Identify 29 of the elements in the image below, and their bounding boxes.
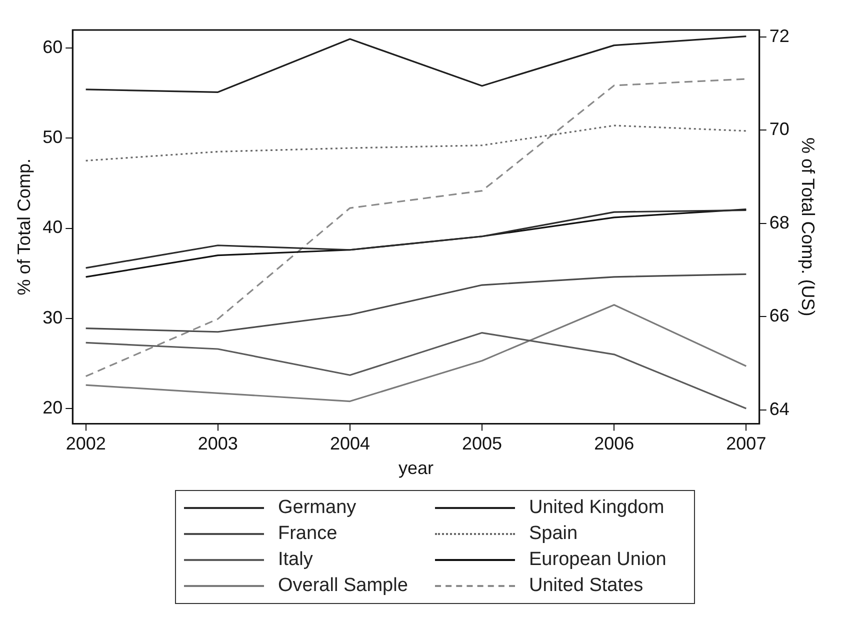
x-tick-label: 2007	[726, 434, 766, 454]
legend-label: France	[278, 523, 338, 545]
y2-tick-label: 66	[769, 306, 790, 326]
legend-label: Germany	[278, 497, 356, 519]
x-axis-title: year	[398, 458, 434, 478]
x-tick-label: 2002	[66, 434, 106, 454]
y-axis-title: % of Total Comp.	[14, 158, 34, 296]
y2-tick-label: 64	[769, 398, 790, 419]
legend-label: European Union	[529, 549, 666, 571]
y-tick-label: 30	[42, 307, 63, 328]
legend-label: United States	[529, 575, 644, 597]
y2-tick-label: 68	[769, 212, 790, 232]
line-series	[85, 124, 747, 162]
y2-axis-title: % of Total Comp. (US)	[798, 138, 818, 316]
x-tick-label: 2003	[198, 434, 238, 454]
line-series	[85, 78, 747, 378]
y-tick-label: 50	[42, 127, 63, 148]
x-tick-label: 2004	[330, 434, 370, 454]
x-tick-label: 2006	[594, 434, 634, 454]
x-tick-label: 2005	[462, 434, 502, 454]
legend-label: Italy	[278, 549, 313, 571]
legend-label: United Kingdom	[529, 497, 664, 519]
y2-tick-label: 72	[769, 26, 790, 46]
y2-tick-label: 70	[769, 119, 790, 140]
legend-label: Spain	[529, 523, 578, 545]
y-tick-label: 20	[42, 397, 63, 418]
y-tick-label: 60	[42, 36, 63, 57]
y-tick-label: 40	[42, 217, 63, 238]
legend-label: Overall Sample	[278, 575, 408, 597]
